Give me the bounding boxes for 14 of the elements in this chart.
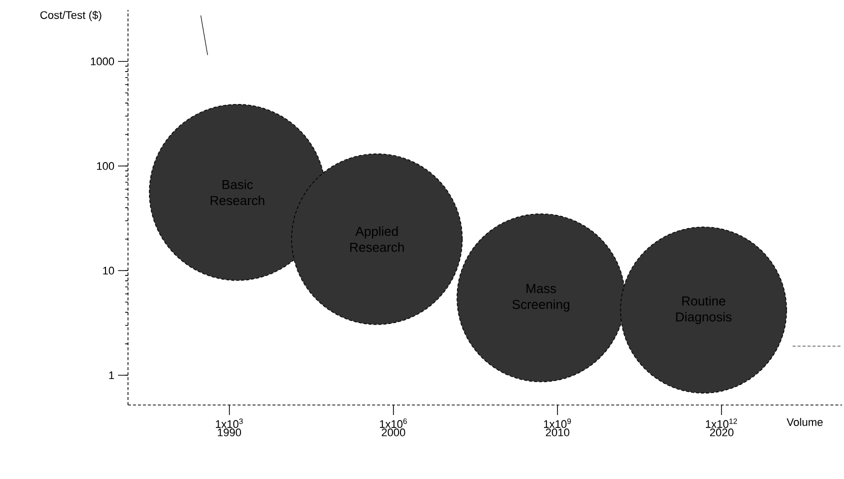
y-tick-label: 100 xyxy=(97,162,114,170)
y-tick-label: 1 xyxy=(109,372,114,380)
x2-tick-label: 1990 xyxy=(218,428,242,436)
x2-tick-label: 2010 xyxy=(546,428,570,436)
x2-tick-label: 2020 xyxy=(710,428,734,436)
x-tick-label: 1x10$^{6}$ xyxy=(380,418,407,428)
x-axis-title: Volume xyxy=(786,418,823,426)
x-tick-label: 1x10$^{3}$ xyxy=(216,418,243,428)
x2-tick-label: 2000 xyxy=(382,428,406,436)
y-axis-title: Cost/Test ($) xyxy=(40,10,102,22)
x-tick-label: 1x10$^{9}$ xyxy=(544,418,571,428)
y-tick-label: 1000 xyxy=(90,58,114,66)
y-tick-label: 10 xyxy=(103,266,114,275)
x-tick-label: 1x10$^{12}$ xyxy=(706,418,737,428)
